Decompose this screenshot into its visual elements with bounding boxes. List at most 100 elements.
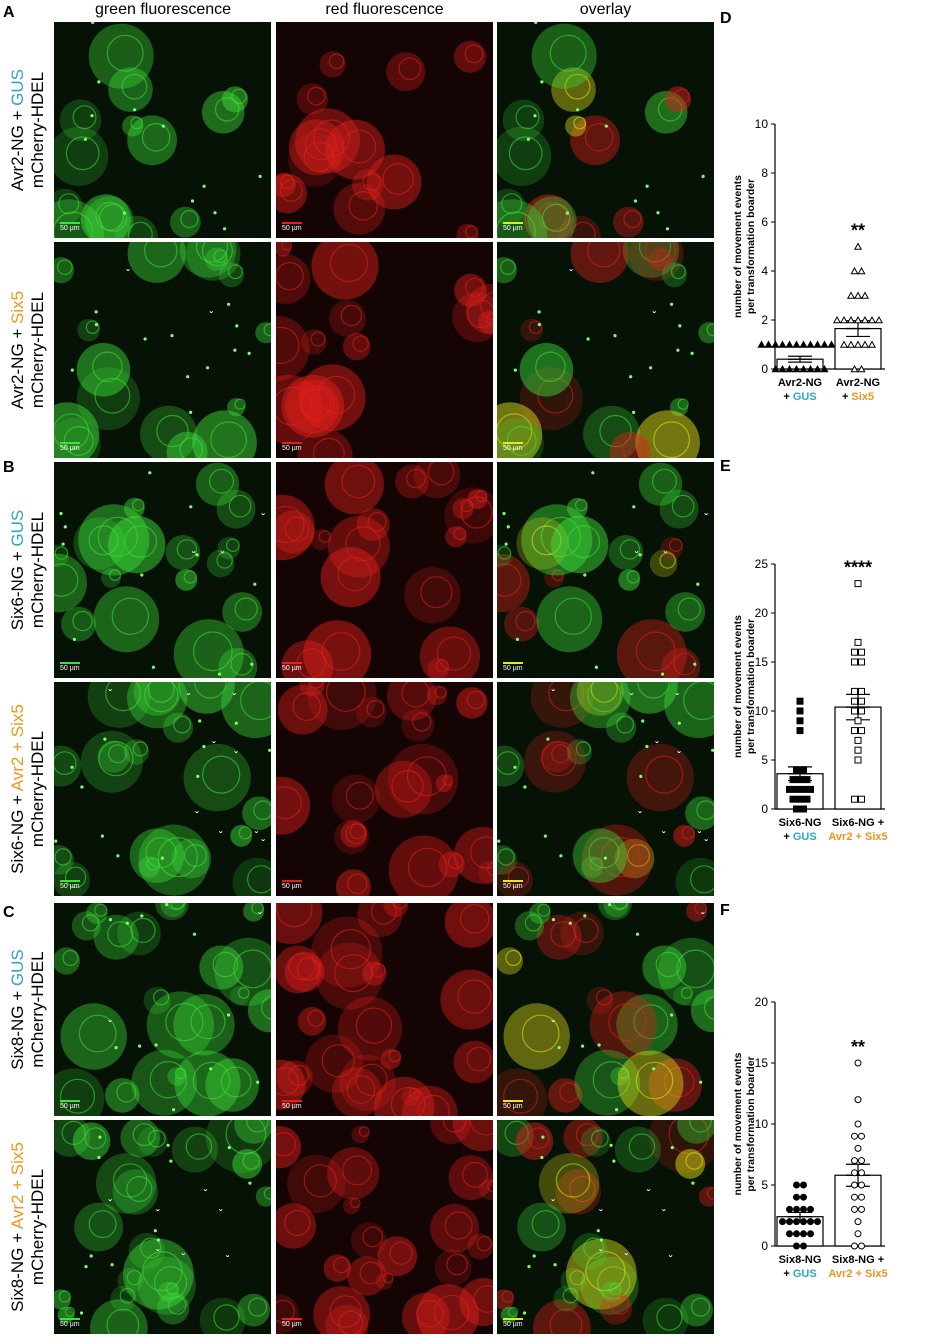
scale-bar-label: 50 µm	[503, 445, 523, 452]
data-point	[851, 707, 858, 715]
y-tick-label: 15	[755, 1056, 769, 1070]
data-point	[792, 340, 801, 348]
data-point	[778, 364, 787, 373]
data-point	[796, 707, 804, 715]
y-axis-label: number of movement eventsper transformat…	[732, 615, 757, 758]
data-point	[793, 805, 800, 813]
red-fluorescence-image: 50 µm	[276, 682, 493, 896]
data-point	[851, 1205, 858, 1213]
data-point	[854, 1096, 862, 1104]
row-label-line2: mCherry-HDEL	[28, 511, 47, 629]
scale-bar-label: 50 µm	[60, 1103, 80, 1110]
data-point	[820, 340, 829, 348]
data-point	[793, 1242, 800, 1250]
data-point	[851, 658, 858, 666]
scale-bar-label: 50 µm	[60, 665, 80, 672]
panel-letter-b: B	[3, 459, 15, 476]
arrowhead-marker: ˇ	[624, 1253, 628, 1264]
data-point	[853, 242, 863, 250]
y-tick-label: 15	[755, 655, 769, 669]
row-label-line1: Six8-NG + GUS	[8, 903, 28, 1116]
y-tick-label: 0	[761, 802, 768, 816]
row-label: Six6-NG + Avr2 + Six5 mCherry-HDEL	[8, 682, 48, 896]
scale-bar-label: 50 µm	[60, 225, 80, 232]
row-label-part: GUS	[8, 68, 27, 106]
scale-bar: 50 µm	[60, 662, 80, 673]
scale-bar: 50 µm	[282, 442, 302, 453]
data-point	[846, 291, 856, 299]
data-point	[800, 1205, 807, 1213]
arrowhead-marker: ˇ	[701, 912, 705, 923]
arrowhead-marker: ˇ	[209, 311, 213, 322]
category-label-part: +	[783, 391, 792, 403]
data-point	[851, 648, 858, 656]
y-tick-label: 10	[755, 117, 769, 131]
y-tick-label: 8	[761, 166, 768, 180]
data-point	[860, 315, 870, 324]
arrowhead-marker: ˇ	[551, 689, 555, 700]
data-point	[803, 776, 811, 784]
y-tick-label: 6	[761, 215, 768, 229]
scale-bar: 50 µm	[503, 1318, 523, 1329]
red-fluorescence-image: 50 µm	[276, 903, 493, 1116]
row-label-line2: mCherry-HDEL	[28, 730, 47, 848]
scale-bar-label: 50 µm	[503, 665, 523, 672]
scale-bar: 50 µm	[60, 880, 80, 891]
arrowhead-marker: ˇ	[218, 831, 223, 842]
scale-bar: 50 µm	[503, 222, 523, 233]
data-point	[858, 1242, 865, 1250]
scale-bar-label: 50 µm	[282, 1321, 302, 1328]
data-point	[807, 785, 814, 793]
data-point	[858, 1157, 865, 1165]
y-tick-label: 2	[761, 313, 768, 327]
category-label-part: GUS	[793, 831, 817, 843]
arrowhead-marker: ˇ	[655, 741, 659, 752]
data-point	[793, 1218, 800, 1226]
data-point	[858, 1169, 865, 1177]
data-point	[854, 717, 862, 725]
category-label-line1: Six6-NG	[779, 817, 822, 829]
data-point	[832, 315, 842, 324]
scale-bar: 50 µm	[282, 662, 302, 673]
data-point	[813, 340, 822, 348]
scale-bar-label: 50 µm	[503, 1103, 523, 1110]
panel-letter-a: A	[3, 4, 15, 21]
data-point	[846, 340, 856, 348]
arrowhead-marker: ˇ	[704, 839, 708, 850]
data-point	[854, 756, 862, 764]
data-point	[793, 1193, 800, 1201]
category-label-line1: Six8-NG	[779, 1254, 822, 1266]
data-point	[851, 697, 858, 705]
arrowhead-marker: ˇ	[551, 1199, 555, 1210]
category-label-part: +	[783, 831, 792, 843]
scale-bar: 50 µm	[282, 1100, 302, 1111]
scale-bar-label: 50 µm	[60, 445, 80, 452]
overlay-image: ˇ ˇ 50 µm	[497, 903, 714, 1116]
data-point	[827, 340, 836, 348]
arrowhead-marker: ˇ	[220, 551, 224, 562]
arrowhead-marker: ˇ	[203, 1189, 207, 1200]
data-point	[771, 340, 780, 348]
row-label: Six8-NG + GUS mCherry-HDEL	[8, 903, 48, 1116]
arrowhead-marker: ˇ	[697, 831, 701, 842]
scale-bar-label: 50 µm	[60, 1321, 80, 1328]
arrowhead-marker: ˇ	[126, 269, 130, 280]
arrowhead-marker: ˇ	[254, 831, 258, 842]
y-axis-label-line2: per transformation boarder	[745, 1056, 757, 1191]
scale-bar: 50 µm	[60, 442, 80, 453]
row-label-part: Six6-NG +	[8, 791, 27, 874]
data-point	[850, 266, 859, 275]
arrowhead-marker: ˇ	[704, 513, 708, 524]
arrowhead-marker: ˇ	[661, 831, 666, 842]
data-point	[858, 707, 865, 715]
data-point	[786, 785, 793, 793]
arrowhead-marker: ˇ	[258, 912, 262, 923]
data-point	[854, 1230, 862, 1238]
data-point	[854, 1059, 862, 1067]
red-fluorescence-image: 50 µm	[276, 242, 493, 458]
data-point	[858, 1132, 865, 1140]
arrowhead-marker: ˇ	[156, 1249, 160, 1260]
y-axis-label: number of movement eventsper transformat…	[732, 1052, 757, 1195]
green-fluorescence-image: ˇ ˇ ˇ ˇ ˇ ˇ ˇ 50 µm	[54, 1120, 271, 1334]
